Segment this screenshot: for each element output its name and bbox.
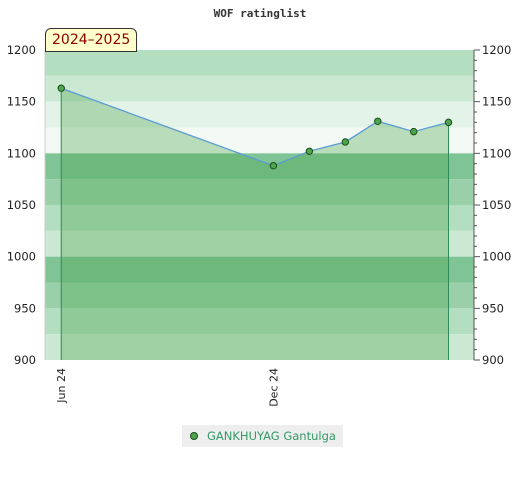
y-tick-label-left: 1200: [7, 43, 36, 57]
legend-label: GANKHUYAG Gantulga: [207, 429, 336, 443]
data-point: [410, 127, 418, 136]
rating-band: [45, 179, 474, 205]
rating-band: [45, 282, 474, 309]
rating-band: [45, 308, 474, 335]
data-point: [269, 162, 278, 170]
y-tick-label-left: 1000: [7, 250, 36, 264]
rating-band: [45, 75, 474, 102]
y-tick-label-right: 1050: [482, 198, 511, 212]
rating-band: [45, 153, 474, 180]
legend[interactable]: GANKHUYAG Gantulga: [182, 425, 343, 447]
season-label: 2024–2025: [45, 28, 138, 52]
rating-bands: [45, 50, 474, 360]
tick-labels: 900 900 950 950 1000 1000 1050 1050 1100 1100 1150…: [7, 43, 512, 407]
data-point: [444, 118, 453, 127]
y-tick-label-right: 1150: [482, 95, 511, 109]
y-tick-label-right: 900: [482, 353, 504, 367]
x-tick-label: Jun 24: [55, 368, 68, 404]
area-fill: [61, 88, 449, 360]
rating-band: [45, 256, 474, 283]
y-tick-label-right: 1100: [482, 146, 511, 160]
data-point: [57, 84, 65, 92]
chart-title: WOF ratinglist: [214, 7, 307, 20]
y-tick-label-left: 1100: [7, 146, 36, 160]
rating-band: [45, 230, 474, 257]
legend-marker-icon: [190, 432, 198, 440]
y-tick-label-left: 950: [14, 301, 36, 315]
rating-band: [45, 50, 474, 76]
rating-band: [45, 101, 474, 128]
y-tick-label-left: 1150: [7, 95, 36, 109]
data-point: [305, 147, 314, 155]
axes: [44, 49, 480, 361]
y-tick-label-left: 900: [14, 353, 36, 367]
data-points: [57, 84, 453, 170]
rating-band: [45, 334, 474, 360]
y-tick-label-right: 1200: [482, 43, 511, 57]
y-tick-label-left: 1050: [7, 198, 36, 212]
y-tick-label-right: 1000: [482, 250, 511, 264]
rating-band: [45, 205, 474, 231]
rating-band: [45, 127, 474, 154]
y-tick-label-right: 950: [482, 301, 504, 315]
data-point: [341, 138, 349, 146]
x-tick-label: Dec 24: [267, 368, 280, 407]
data-point: [374, 117, 382, 126]
